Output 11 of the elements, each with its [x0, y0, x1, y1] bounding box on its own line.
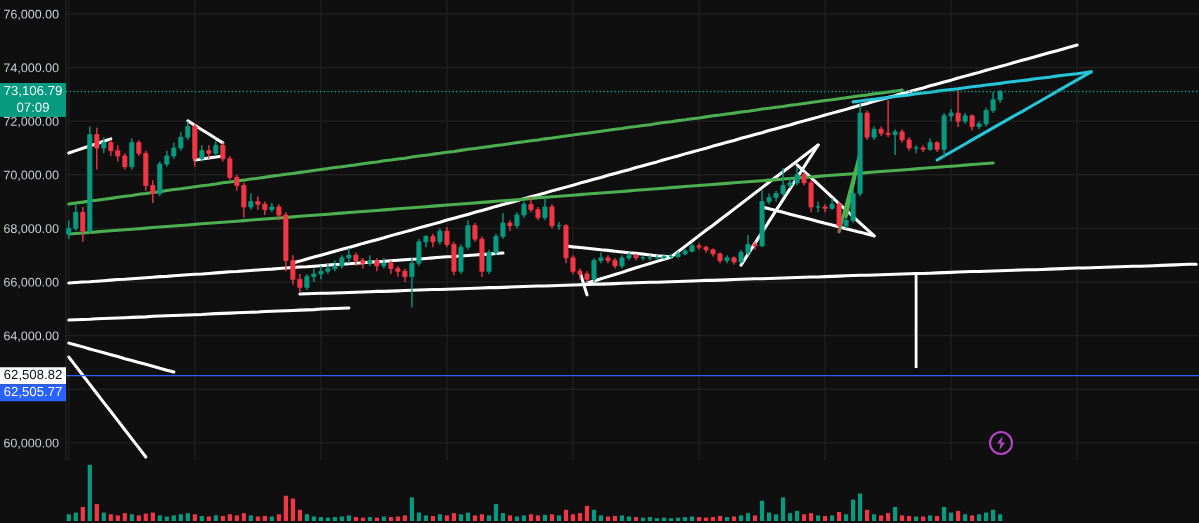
y-tick-label: 64,000.00: [4, 331, 59, 342]
y-tick-label: 68,000.00: [4, 224, 59, 235]
text: 62,508.82: [4, 369, 62, 381]
y-tick-label: 76,000.00: [4, 9, 59, 21]
ref-line-label: 73,106.79 07:09: [4, 85, 62, 112]
y-tick-label: 70,000.00: [4, 170, 59, 181]
y-tick-label: 72,000.00: [4, 116, 59, 128]
y-tick-label: 60,000.00: [4, 438, 59, 449]
y-tick-label: 66,000.00: [4, 277, 59, 289]
y-tick-label: 74,000.00: [4, 63, 59, 74]
ref-line-label: 62,505.77: [4, 386, 62, 398]
